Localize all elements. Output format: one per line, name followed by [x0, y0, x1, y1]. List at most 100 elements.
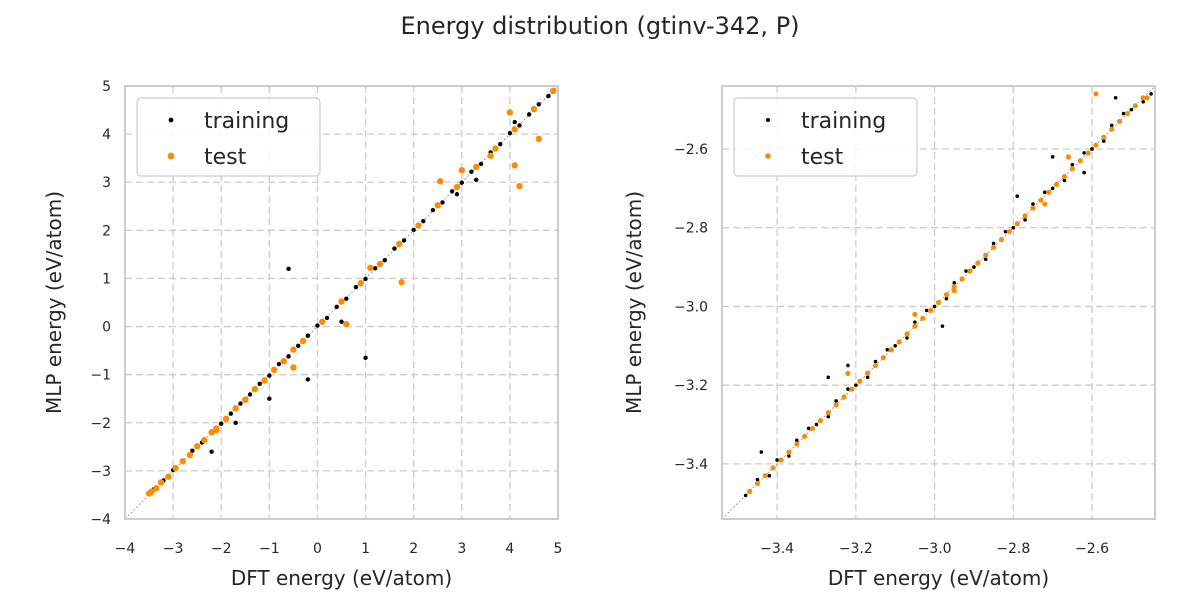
training-point: [1149, 92, 1153, 96]
data-layer-left: [125, 86, 558, 519]
training-point: [865, 375, 870, 380]
test-point: [232, 405, 239, 412]
training-point: [190, 448, 195, 453]
test-point: [888, 347, 894, 353]
test-point: [1140, 95, 1146, 101]
training-point: [315, 323, 320, 328]
y-tick-label: −2.6: [674, 142, 708, 158]
training-point: [1129, 107, 1134, 112]
training-point: [1082, 170, 1086, 175]
training-point: [913, 320, 917, 324]
test-point: [943, 292, 949, 298]
test-point: [535, 135, 542, 143]
test-point: [959, 276, 965, 282]
test-point: [1116, 118, 1123, 125]
training-point: [219, 421, 224, 426]
training-point: [507, 130, 513, 136]
series-test: [746, 91, 1150, 495]
test-point: [153, 485, 160, 492]
training-point: [964, 269, 968, 273]
data-layer-right: [722, 86, 1155, 519]
training-point: [775, 458, 779, 462]
test-point: [1065, 154, 1071, 160]
training-point: [267, 396, 272, 401]
test-point: [1101, 134, 1107, 140]
y-tick-label: −1: [90, 368, 111, 384]
training-point: [257, 381, 262, 387]
test-point: [825, 410, 831, 416]
training-point: [411, 227, 416, 233]
training-point: [1113, 96, 1118, 100]
test-point: [148, 488, 155, 495]
test-point: [261, 377, 268, 384]
test-point: [511, 162, 518, 169]
training-point: [952, 281, 957, 285]
x-tick-label: −3.4: [760, 541, 794, 557]
test-point: [1093, 142, 1099, 148]
x-tick-label: −4: [115, 541, 136, 557]
test-point: [967, 268, 973, 274]
test-point: [157, 479, 165, 486]
legend-left: training test: [136, 97, 321, 177]
legend-marker-test: [167, 152, 175, 160]
test-point: [754, 480, 761, 487]
training-point: [1050, 155, 1055, 159]
test-point: [1014, 221, 1020, 227]
test-point: [809, 425, 816, 432]
training-point: [1050, 186, 1055, 191]
x-tick-label: −3.2: [839, 541, 873, 557]
x-tick-label: −3: [163, 541, 184, 557]
training-point: [1141, 99, 1145, 104]
test-point: [1144, 95, 1150, 101]
training-point: [454, 192, 460, 197]
test-point: [912, 311, 918, 317]
training-point: [1102, 139, 1106, 143]
x-tick-label: 3: [457, 541, 466, 557]
axes-frame-right: [721, 85, 1156, 520]
test-point: [549, 87, 557, 95]
test-point: [290, 346, 297, 353]
training-point: [440, 200, 445, 205]
test-point: [492, 145, 499, 152]
series-test: [145, 87, 557, 497]
y-tick-label: 1: [102, 271, 111, 287]
test-point: [1053, 181, 1060, 188]
y-axis-label: MLP energy (eV/atom): [42, 191, 66, 414]
test-point: [1077, 158, 1083, 164]
x-tick-label: 5: [554, 541, 563, 557]
training-point: [209, 449, 214, 454]
training-point: [905, 336, 909, 340]
training-point: [238, 401, 243, 406]
test-point: [396, 240, 403, 248]
test-point: [912, 323, 918, 329]
x-tick-label: −2.6: [1075, 541, 1109, 557]
test-point: [841, 394, 847, 400]
training-point: [1070, 162, 1075, 167]
test-point: [1093, 91, 1099, 97]
test-point: [398, 279, 405, 286]
test-point: [270, 366, 278, 374]
training-point: [344, 296, 349, 301]
training-point: [932, 304, 937, 309]
test-point: [951, 284, 957, 290]
training-point: [1090, 147, 1094, 151]
test-point: [770, 465, 776, 471]
training-point: [512, 119, 517, 125]
training-point: [536, 102, 541, 107]
training-point: [233, 420, 238, 425]
training-point: [940, 324, 945, 328]
legend-box: [733, 97, 918, 177]
test-point: [1038, 197, 1044, 203]
test-point: [865, 370, 871, 376]
test-point: [415, 222, 422, 229]
plot-panel-left: −4 −3 −2 −1 0 1 2 3 4 5 −4 −3 −2 −1 0 1 2 3 4 5 DFT energy (…: [42, 79, 562, 590]
test-point: [453, 183, 461, 191]
x-axis-label: DFT energy (eV/atom): [231, 566, 452, 590]
x-tick-label: 4: [505, 541, 514, 557]
legend-label-test: test: [204, 145, 247, 170]
training-point: [826, 375, 831, 380]
x-tick-label: 2: [409, 541, 418, 557]
training-point: [885, 347, 890, 352]
legend-label-training: training: [801, 109, 886, 134]
